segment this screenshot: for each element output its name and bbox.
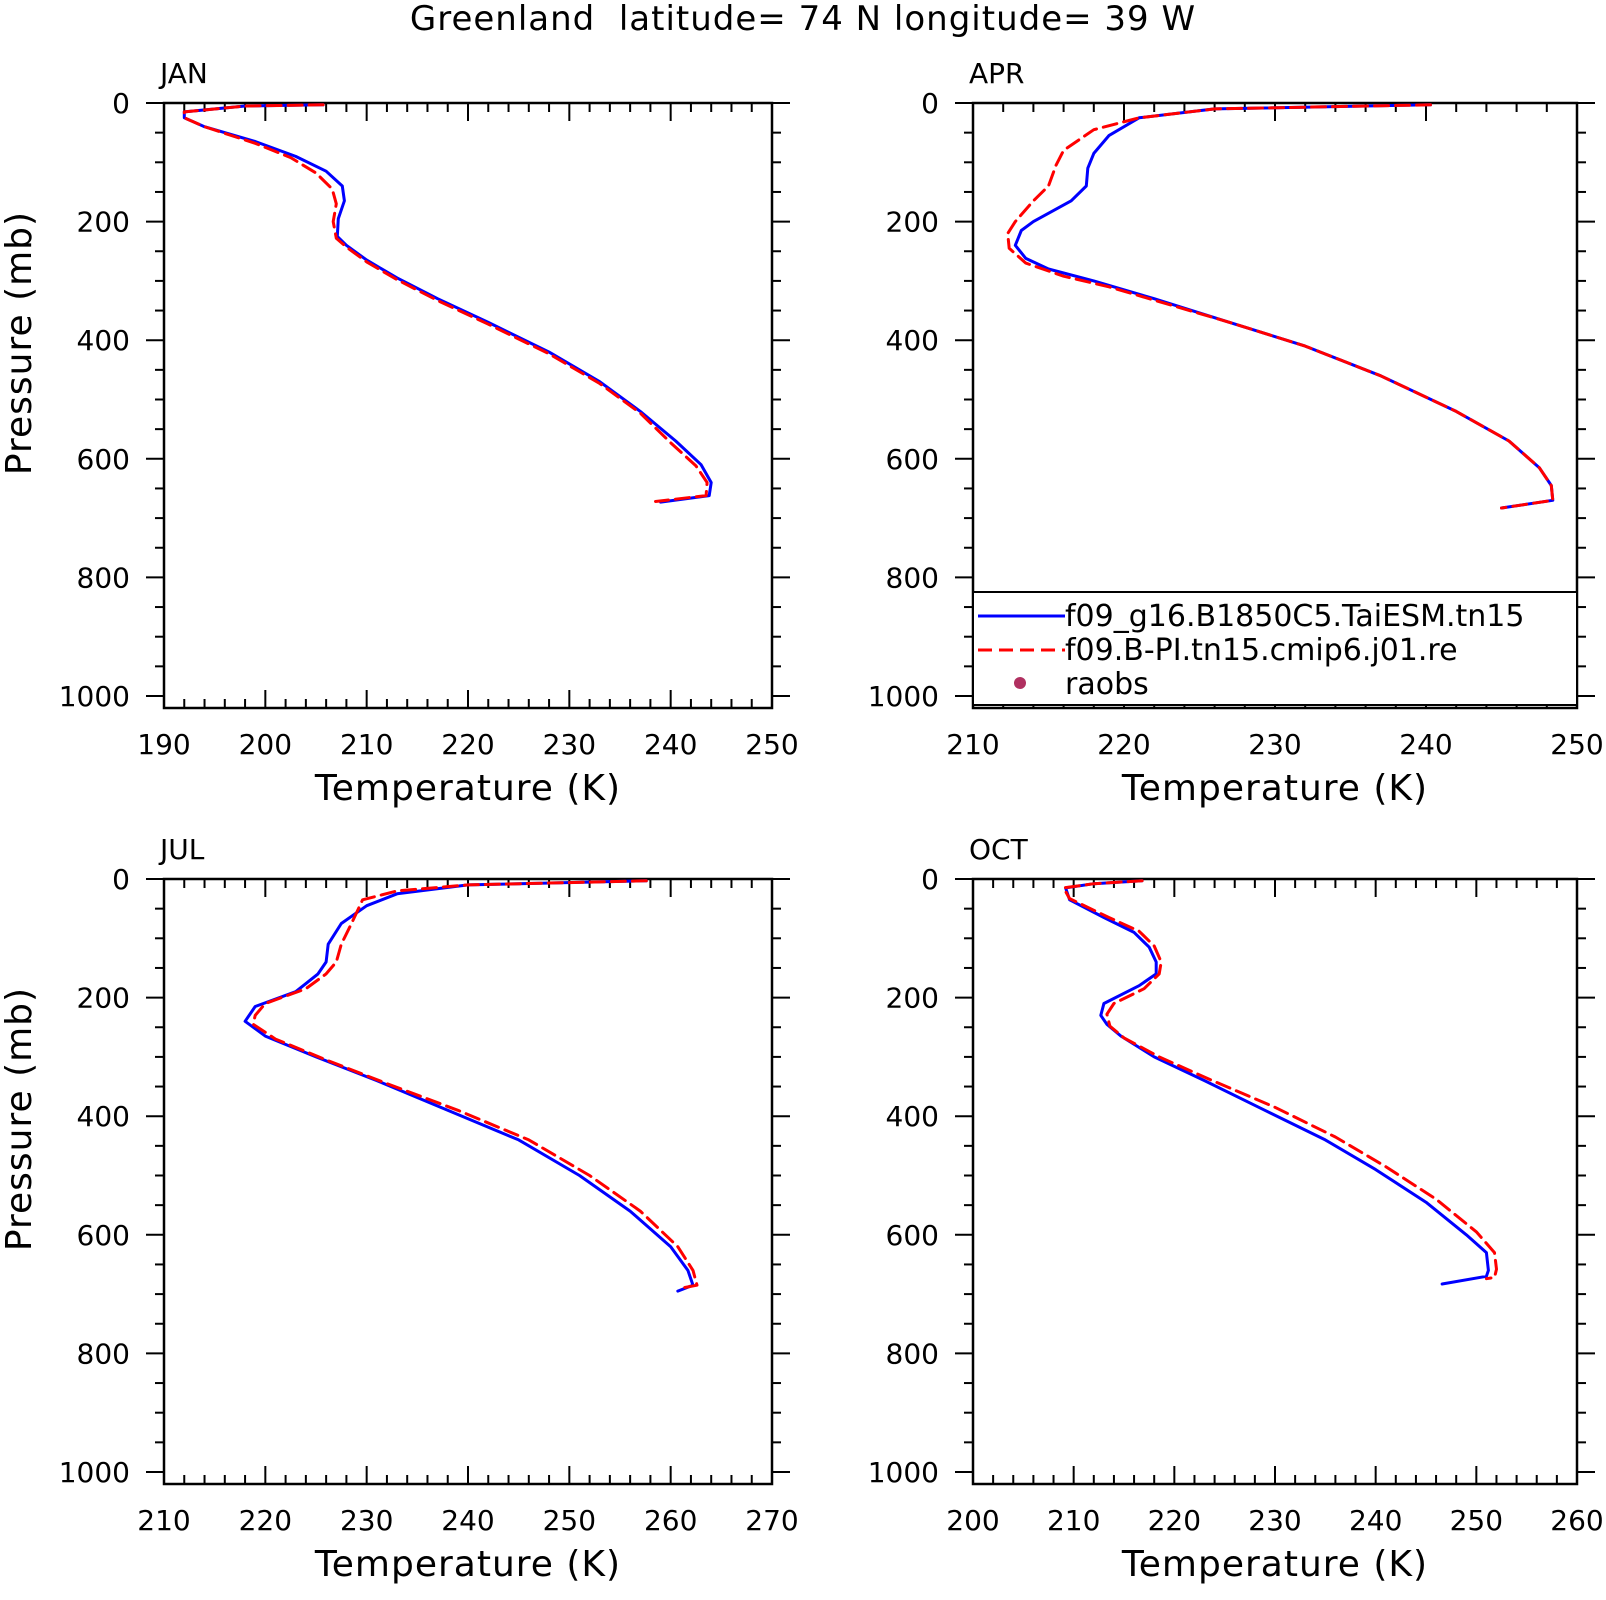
x-tick-label: 220 <box>1148 1504 1201 1537</box>
x-tick-label: 250 <box>745 728 798 761</box>
legend-marker-raobs <box>1014 677 1026 689</box>
x-tick-label: 190 <box>137 728 190 761</box>
legend-label-raobs: raobs <box>1065 667 1149 702</box>
panel-jul: 210 220 230 240 250 260 270 0 200 400 600 800 1000 Te… <box>0 833 799 1585</box>
x-tick-label: 250 <box>1450 1504 1503 1537</box>
x-tick-label: 220 <box>1097 728 1150 761</box>
series-taiesm-jul <box>243 879 695 1293</box>
x-tick-label: 230 <box>1248 728 1301 761</box>
panel-label-jan: JAN <box>158 57 208 90</box>
x-tick-label: 250 <box>543 1504 596 1537</box>
series-bpi-jan <box>182 103 709 503</box>
panel-oct: 200 210 220 230 240 250 260 0 200 400 600 800 1000 Te… <box>868 833 1604 1585</box>
y-tick-label: 1000 <box>868 680 939 713</box>
x-tick-label: 210 <box>340 728 393 761</box>
x-axis-label: Temperature (K) <box>314 1544 621 1585</box>
x-tick-label: 220 <box>239 1504 292 1537</box>
x-tick-label: 260 <box>1550 1504 1603 1537</box>
series-bpi-jul <box>251 879 699 1290</box>
y-tick-label: 800 <box>886 561 939 594</box>
y-tick-label: 600 <box>77 1219 130 1252</box>
y-tick-label: 200 <box>886 982 939 1015</box>
x-tick-label: 230 <box>340 1504 393 1537</box>
y-tick-label: 1000 <box>59 680 130 713</box>
figure-title: Greenland latitude= 74 N longitude= 39 W <box>410 0 1196 39</box>
y-tick-label: 0 <box>112 863 130 896</box>
legend: f09_g16.B1850C5.TaiESM.tn15 f09.B-PI.tn1… <box>972 591 1578 709</box>
panel-label-apr: APR <box>969 57 1025 90</box>
x-tick-label: 260 <box>644 1504 697 1537</box>
y-tick-label: 200 <box>886 206 939 239</box>
y-tick-label: 1000 <box>59 1456 130 1489</box>
x-tick-label: 200 <box>946 1504 999 1537</box>
x-axis-label: Temperature (K) <box>314 768 621 809</box>
x-tick-label: 240 <box>441 1504 494 1537</box>
plot-frame <box>162 101 774 710</box>
legend-label-taiesm: f09_g16.B1850C5.TaiESM.tn15 <box>1065 599 1524 634</box>
series-taiesm-jan <box>182 103 713 504</box>
y-tick-label: 600 <box>77 443 130 476</box>
series-bpi-oct <box>1062 879 1498 1281</box>
y-tick-label: 0 <box>112 87 130 120</box>
y-tick-label: 0 <box>921 87 939 120</box>
panels: 190 200 210 220 230 240 250 0 200 400 600 800 1000 Te… <box>0 57 1604 1585</box>
x-tick-label: 270 <box>745 1504 798 1537</box>
y-tick-label: 200 <box>77 982 130 1015</box>
y-tick-label: 800 <box>77 1337 130 1370</box>
y-tick-label: 400 <box>886 1100 939 1133</box>
x-tick-label: 230 <box>1248 1504 1301 1537</box>
x-tick-label: 250 <box>1550 728 1603 761</box>
x-tick-label: 230 <box>543 728 596 761</box>
x-tick-label: 220 <box>441 728 494 761</box>
legend-label-bpi: f09.B-PI.tn15.cmip6.j01.re <box>1065 633 1458 668</box>
y-tick-label: 400 <box>77 1100 130 1133</box>
series-taiesm-apr <box>1013 103 1555 510</box>
y-axis-label: Pressure (mb) <box>0 211 40 475</box>
series-bpi-apr <box>1006 103 1555 510</box>
y-tick-label: 600 <box>886 1219 939 1252</box>
x-axis-label: Temperature (K) <box>1121 768 1428 809</box>
series-taiesm-oct <box>1064 879 1490 1286</box>
y-tick-label: 400 <box>77 324 130 357</box>
y-tick-label: 1000 <box>868 1456 939 1489</box>
panel-jan: 190 200 210 220 230 240 250 0 200 400 600 800 1000 Te… <box>0 57 799 809</box>
plot-frame <box>971 877 1579 1486</box>
x-tick-label: 240 <box>1349 1504 1402 1537</box>
y-tick-label: 400 <box>886 324 939 357</box>
y-tick-label: 600 <box>886 443 939 476</box>
y-axis-label: Pressure (mb) <box>0 987 40 1251</box>
y-tick-label: 800 <box>77 561 130 594</box>
x-tick-label: 200 <box>239 728 292 761</box>
x-tick-label: 240 <box>644 728 697 761</box>
y-tick-label: 200 <box>77 206 130 239</box>
plot-frame <box>162 877 774 1486</box>
panel-label-oct: OCT <box>969 833 1029 866</box>
legend-box <box>972 591 1578 706</box>
x-tick-label: 210 <box>946 728 999 761</box>
panel-label-jul: JUL <box>158 833 205 866</box>
y-tick-label: 800 <box>886 1337 939 1370</box>
y-tick-label: 0 <box>921 863 939 896</box>
x-tick-label: 210 <box>137 1504 190 1537</box>
x-axis-label: Temperature (K) <box>1121 1544 1428 1585</box>
x-tick-label: 240 <box>1399 728 1452 761</box>
x-tick-label: 210 <box>1047 1504 1100 1537</box>
